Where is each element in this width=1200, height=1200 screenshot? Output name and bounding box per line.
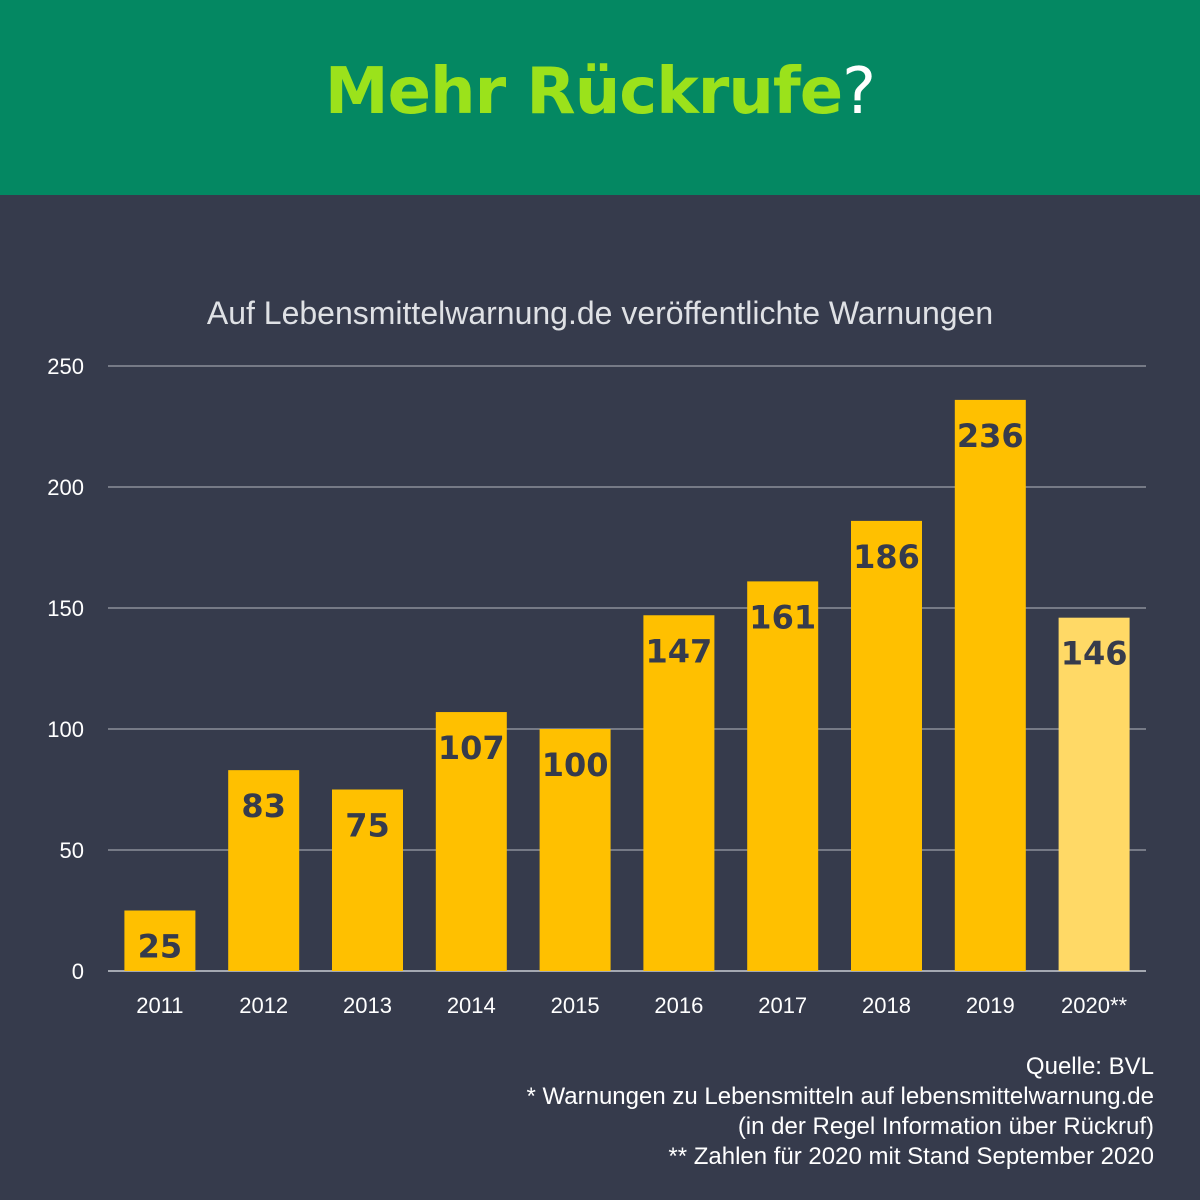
source-line: Quelle: BVL [1025,1053,1154,1080]
bars: 25 83 75 107 100 147 161 186 236 146 [124,399,1130,971]
footnote-1-continued: (in der Regel Information über Rückruf) [737,1113,1154,1140]
bar-2019 [954,399,1026,971]
data-label: 147 [646,632,713,670]
footnote-2: ** Zahlen für 2020 mit Stand September 2… [668,1143,1154,1170]
y-tick-label: 200 [47,475,84,500]
data-label: 75 [345,807,390,845]
x-tick-label: 2011 [136,993,183,1018]
y-axis-labels: 0 50 100 150 200 250 [47,354,84,984]
title-question-mark: ? [842,54,876,129]
data-label: 107 [438,729,505,767]
bar-2015 [539,729,611,971]
title-main: Mehr Rückrufe [324,54,843,129]
bar-2014 [435,712,507,971]
x-tick-label: 2019 [966,993,1015,1018]
x-tick-label: 2012 [239,993,288,1018]
x-tick-label: 2014 [447,993,496,1018]
bar-2017 [747,581,819,971]
data-label: 25 [138,928,183,966]
data-label: 161 [749,598,816,636]
y-tick-label: 150 [47,596,84,621]
x-tick-label: 2013 [343,993,392,1018]
data-label: 186 [853,538,920,576]
bar-2011 [124,910,196,971]
chart-title: Auf Lebensmittelwarnung.de veröffentlich… [207,295,993,331]
x-tick-label: 2020** [1061,993,1128,1018]
data-label: 83 [241,787,286,825]
y-tick-label: 50 [60,838,84,863]
header-banner: Mehr Rückrufe? [0,0,1200,195]
x-tick-label: 2015 [551,993,600,1018]
bar-2013 [332,789,403,971]
bar-2020 [1058,617,1130,971]
x-tick-label: 2016 [654,993,703,1018]
bar-chart: Auf Lebensmittelwarnung.de veröffentlich… [47,295,1146,1018]
y-tick-label: 0 [72,959,84,984]
data-label: 146 [1061,635,1128,673]
x-tick-label: 2017 [758,993,807,1018]
bar-2016 [643,615,715,971]
x-tick-label: 2018 [862,993,911,1018]
source-notes: Quelle: BVL * Warnungen zu Lebensmitteln… [527,1052,1155,1172]
data-label: 236 [957,417,1024,455]
bar-2018 [851,520,922,971]
y-tick-label: 250 [47,354,84,379]
bar-2012 [228,770,300,971]
page-title: Mehr Rückrufe? [325,60,876,124]
data-label: 100 [542,746,609,784]
x-axis-labels: 2011 2012 2013 2014 2015 2016 2017 2018 2019 2020… [136,993,1127,1018]
y-tick-label: 100 [47,717,84,742]
footnote-1: * Warnungen zu Lebensmitteln auf lebensm… [526,1083,1155,1110]
